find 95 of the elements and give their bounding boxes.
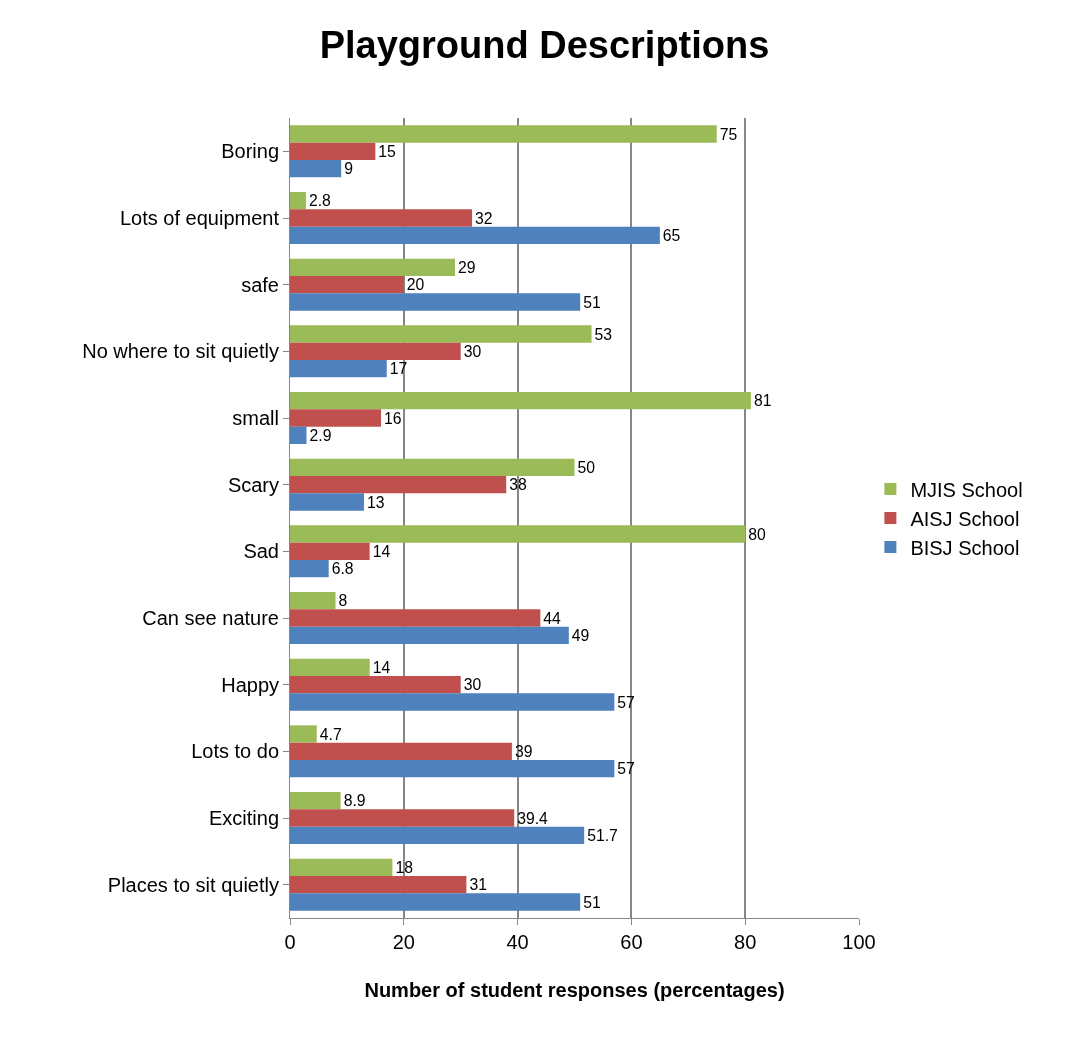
data-label: 18 bbox=[395, 858, 414, 876]
y-tick-label: small bbox=[232, 407, 279, 429]
data-label: 8.9 bbox=[343, 792, 366, 810]
bar bbox=[290, 258, 456, 276]
bar bbox=[290, 792, 341, 810]
data-label: 30 bbox=[463, 342, 482, 360]
bar bbox=[290, 426, 307, 444]
data-label: 81 bbox=[753, 392, 772, 410]
y-tick-label: Boring bbox=[221, 140, 279, 163]
y-tick-label: safe bbox=[241, 273, 279, 296]
data-label: 17 bbox=[389, 360, 408, 378]
x-tick-label: 60 bbox=[620, 931, 643, 953]
data-label: 9 bbox=[344, 160, 354, 178]
bar bbox=[290, 542, 370, 560]
data-label: 51 bbox=[583, 293, 601, 311]
y-tick-label: Lots of equipment bbox=[120, 207, 280, 229]
legend-label: MJIS School bbox=[910, 478, 1023, 501]
bar bbox=[290, 609, 541, 627]
data-label: 2.8 bbox=[308, 192, 332, 210]
y-tick-label: Exciting bbox=[208, 807, 279, 829]
data-label: 57 bbox=[617, 693, 635, 711]
bar bbox=[290, 160, 342, 178]
bar bbox=[290, 209, 473, 227]
x-tick-label: 80 bbox=[734, 931, 757, 953]
bar bbox=[290, 325, 592, 343]
bar bbox=[290, 809, 515, 827]
data-label: 51.7 bbox=[587, 826, 618, 844]
data-label: 32 bbox=[475, 209, 493, 227]
x-tick-label: 20 bbox=[392, 931, 415, 953]
bar bbox=[290, 293, 581, 311]
legend-label: BISJ School bbox=[910, 536, 1020, 559]
data-label: 31 bbox=[469, 876, 487, 894]
bar bbox=[290, 458, 575, 476]
bar bbox=[290, 725, 317, 743]
data-label: 49 bbox=[571, 626, 590, 644]
bar bbox=[290, 392, 751, 410]
data-label: 30 bbox=[463, 676, 482, 694]
x-tick-label: 40 bbox=[506, 931, 529, 953]
bar bbox=[290, 525, 746, 543]
y-tick-label: Happy bbox=[221, 673, 279, 696]
bar bbox=[290, 693, 615, 711]
bar bbox=[290, 125, 717, 143]
bar bbox=[290, 858, 393, 876]
bar bbox=[290, 192, 306, 210]
bar bbox=[290, 276, 404, 294]
data-label: 14 bbox=[372, 542, 391, 560]
data-label: 16 bbox=[384, 409, 402, 427]
bar bbox=[290, 592, 336, 610]
bar bbox=[290, 658, 370, 676]
data-label: 44 bbox=[543, 609, 562, 627]
data-label: 51 bbox=[583, 893, 601, 911]
data-label: 20 bbox=[406, 276, 425, 294]
y-tick-label: Scary bbox=[227, 473, 279, 496]
bar bbox=[290, 476, 507, 494]
data-label: 29 bbox=[458, 258, 476, 276]
bar bbox=[290, 142, 376, 160]
bar bbox=[290, 409, 382, 427]
bar bbox=[290, 342, 461, 360]
data-label: 39 bbox=[514, 742, 533, 760]
y-tick-label: Can see nature bbox=[142, 607, 279, 629]
data-label: 80 bbox=[748, 525, 766, 543]
data-label: 75 bbox=[719, 125, 738, 143]
data-label: 39.4 bbox=[517, 809, 549, 827]
legend-label: AISJ School bbox=[910, 507, 1020, 530]
x-tick-label: 0 bbox=[284, 931, 296, 953]
data-label: 2.9 bbox=[309, 426, 332, 444]
bar bbox=[290, 760, 615, 778]
bar bbox=[290, 742, 512, 760]
bar bbox=[290, 360, 387, 378]
y-tick-label: Lots to do bbox=[191, 740, 279, 763]
data-label: 15 bbox=[378, 142, 397, 160]
data-label: 57 bbox=[617, 760, 635, 778]
bar bbox=[290, 626, 569, 644]
x-tick-label: 100 bbox=[842, 931, 876, 953]
data-label: 13 bbox=[366, 493, 385, 511]
y-tick-label: No where to sit quietly bbox=[82, 340, 279, 363]
chart-title: Playground Descriptions bbox=[319, 24, 770, 67]
y-tick-label: Places to sit quietly bbox=[107, 873, 279, 896]
x-axis-title: Number of student responses (percentages) bbox=[364, 978, 785, 1001]
bar bbox=[290, 876, 467, 894]
data-label: 4.7 bbox=[319, 725, 342, 743]
bar bbox=[290, 676, 461, 694]
data-label: 6.8 bbox=[331, 560, 354, 578]
bar bbox=[290, 893, 581, 911]
bar bbox=[290, 226, 660, 244]
bar bbox=[290, 493, 364, 511]
data-label: 14 bbox=[372, 658, 391, 676]
data-label: 8 bbox=[338, 592, 348, 610]
data-label: 38 bbox=[509, 476, 527, 494]
data-label: 65 bbox=[662, 226, 681, 244]
bar bbox=[290, 560, 329, 578]
data-label: 53 bbox=[594, 325, 613, 343]
data-label: 50 bbox=[577, 458, 596, 476]
bar bbox=[290, 826, 585, 844]
y-tick-label: Sad bbox=[243, 540, 279, 563]
